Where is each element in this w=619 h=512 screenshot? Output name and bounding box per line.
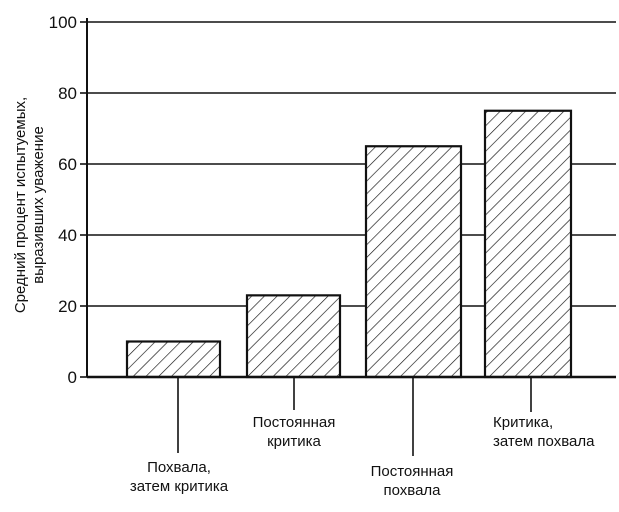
category-label-line: критика [267, 433, 321, 450]
category-label-line: Критика, [493, 414, 553, 431]
y-axis-label-line: Средний процент испытуемых, [12, 97, 29, 313]
bars [125, 109, 573, 379]
category-label-line: Постоянная [371, 463, 454, 480]
labels: 0 20 40 60 80 100 Похвала, затем критика Постоян… [12, 13, 595, 499]
category-label-line: Похвала, [147, 459, 211, 476]
y-tick-label: 80 [58, 84, 77, 103]
bar-1 [125, 340, 222, 379]
category-label-line: затем похвала [493, 433, 595, 450]
y-tick-label: 0 [68, 368, 77, 387]
bar-3 [364, 145, 463, 379]
category-label: Похвала, затем критика [130, 459, 229, 495]
y-tick-label: 60 [58, 155, 77, 174]
y-tick-label: 100 [49, 13, 77, 32]
y-axis-label-line: выразивших уважение [30, 126, 47, 284]
axes [80, 18, 616, 456]
category-label: Постоянная критика [253, 414, 336, 450]
bar-4 [483, 109, 573, 379]
bar-2 [245, 294, 342, 379]
category-label-line: Постоянная [253, 414, 336, 431]
category-label-line: затем критика [130, 478, 229, 495]
y-tick-label: 20 [58, 297, 77, 316]
y-tick-label: 40 [58, 226, 77, 245]
category-label-line: похвала [383, 482, 441, 499]
category-label: Критика, затем похвала [493, 414, 595, 450]
category-label: Постоянная похвала [371, 463, 454, 499]
y-axis-label: Средний процент испытуемых,выразивших ув… [12, 97, 47, 313]
